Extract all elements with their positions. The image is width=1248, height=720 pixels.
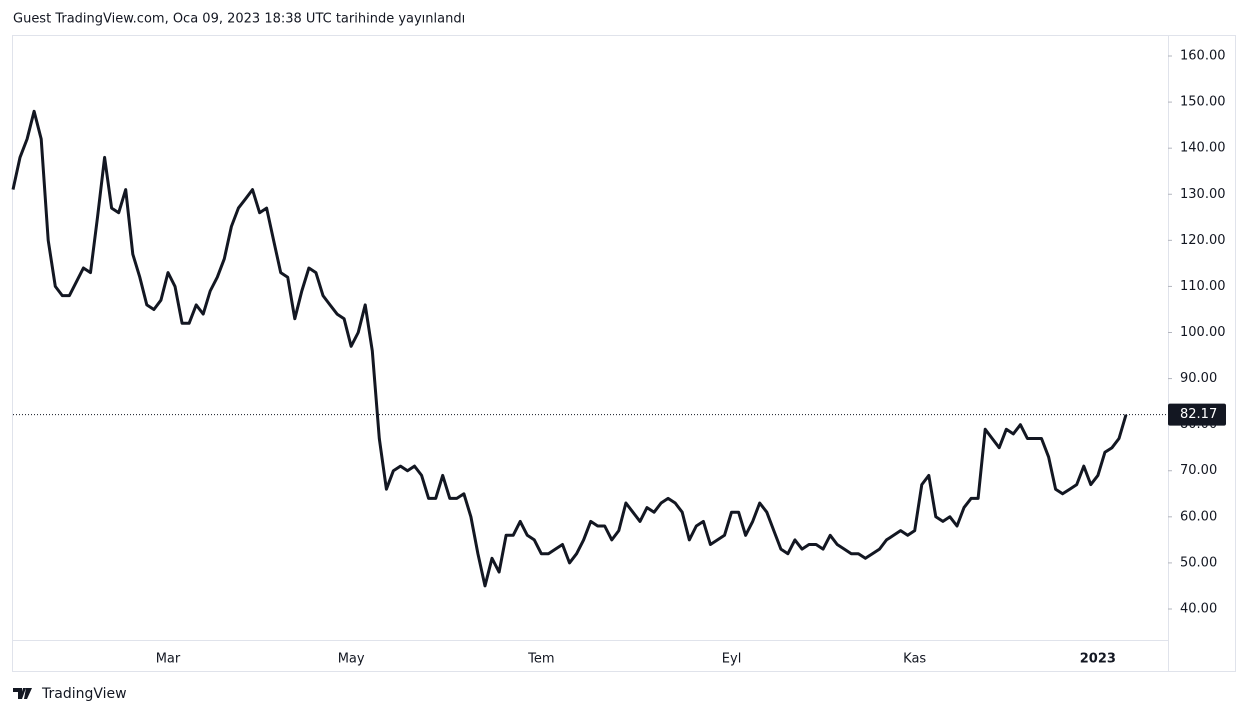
x-tick-label: Eyl [722,652,742,667]
y-tick-label: 140.00 [1180,141,1226,156]
x-tick-label: Kas [903,652,926,667]
last-price-box [1168,403,1226,426]
y-tick-label: 120.00 [1180,233,1226,248]
price-line [11,109,1128,588]
y-tick-label: 100.00 [1180,325,1226,340]
y-tick-label: 130.00 [1180,187,1226,202]
frame [12,35,1236,672]
x-tick-label: May [338,652,365,667]
header-title: Guest TradingView.com, Oca 09, 2023 18:3… [13,12,465,27]
x-tick-label: Tem [527,652,554,667]
x-tick-label: Mar [156,652,181,667]
logo [13,688,32,699]
y-tick-label: 40.00 [1180,601,1217,616]
x-tick-label: 2023 [1080,652,1116,667]
y-tick-label: 160.00 [1180,49,1226,64]
y-tick-label: 70.00 [1180,463,1217,478]
footer-brand: TradingView [41,686,127,702]
y-tick-label: 110.00 [1180,279,1226,294]
y-tick-label: 90.00 [1180,371,1217,386]
y-tick-label: 150.00 [1180,95,1226,110]
y-tick-label: 50.00 [1180,555,1217,570]
last-price-label: 82.17 [1180,407,1217,422]
y-tick-label: 60.00 [1180,509,1217,524]
